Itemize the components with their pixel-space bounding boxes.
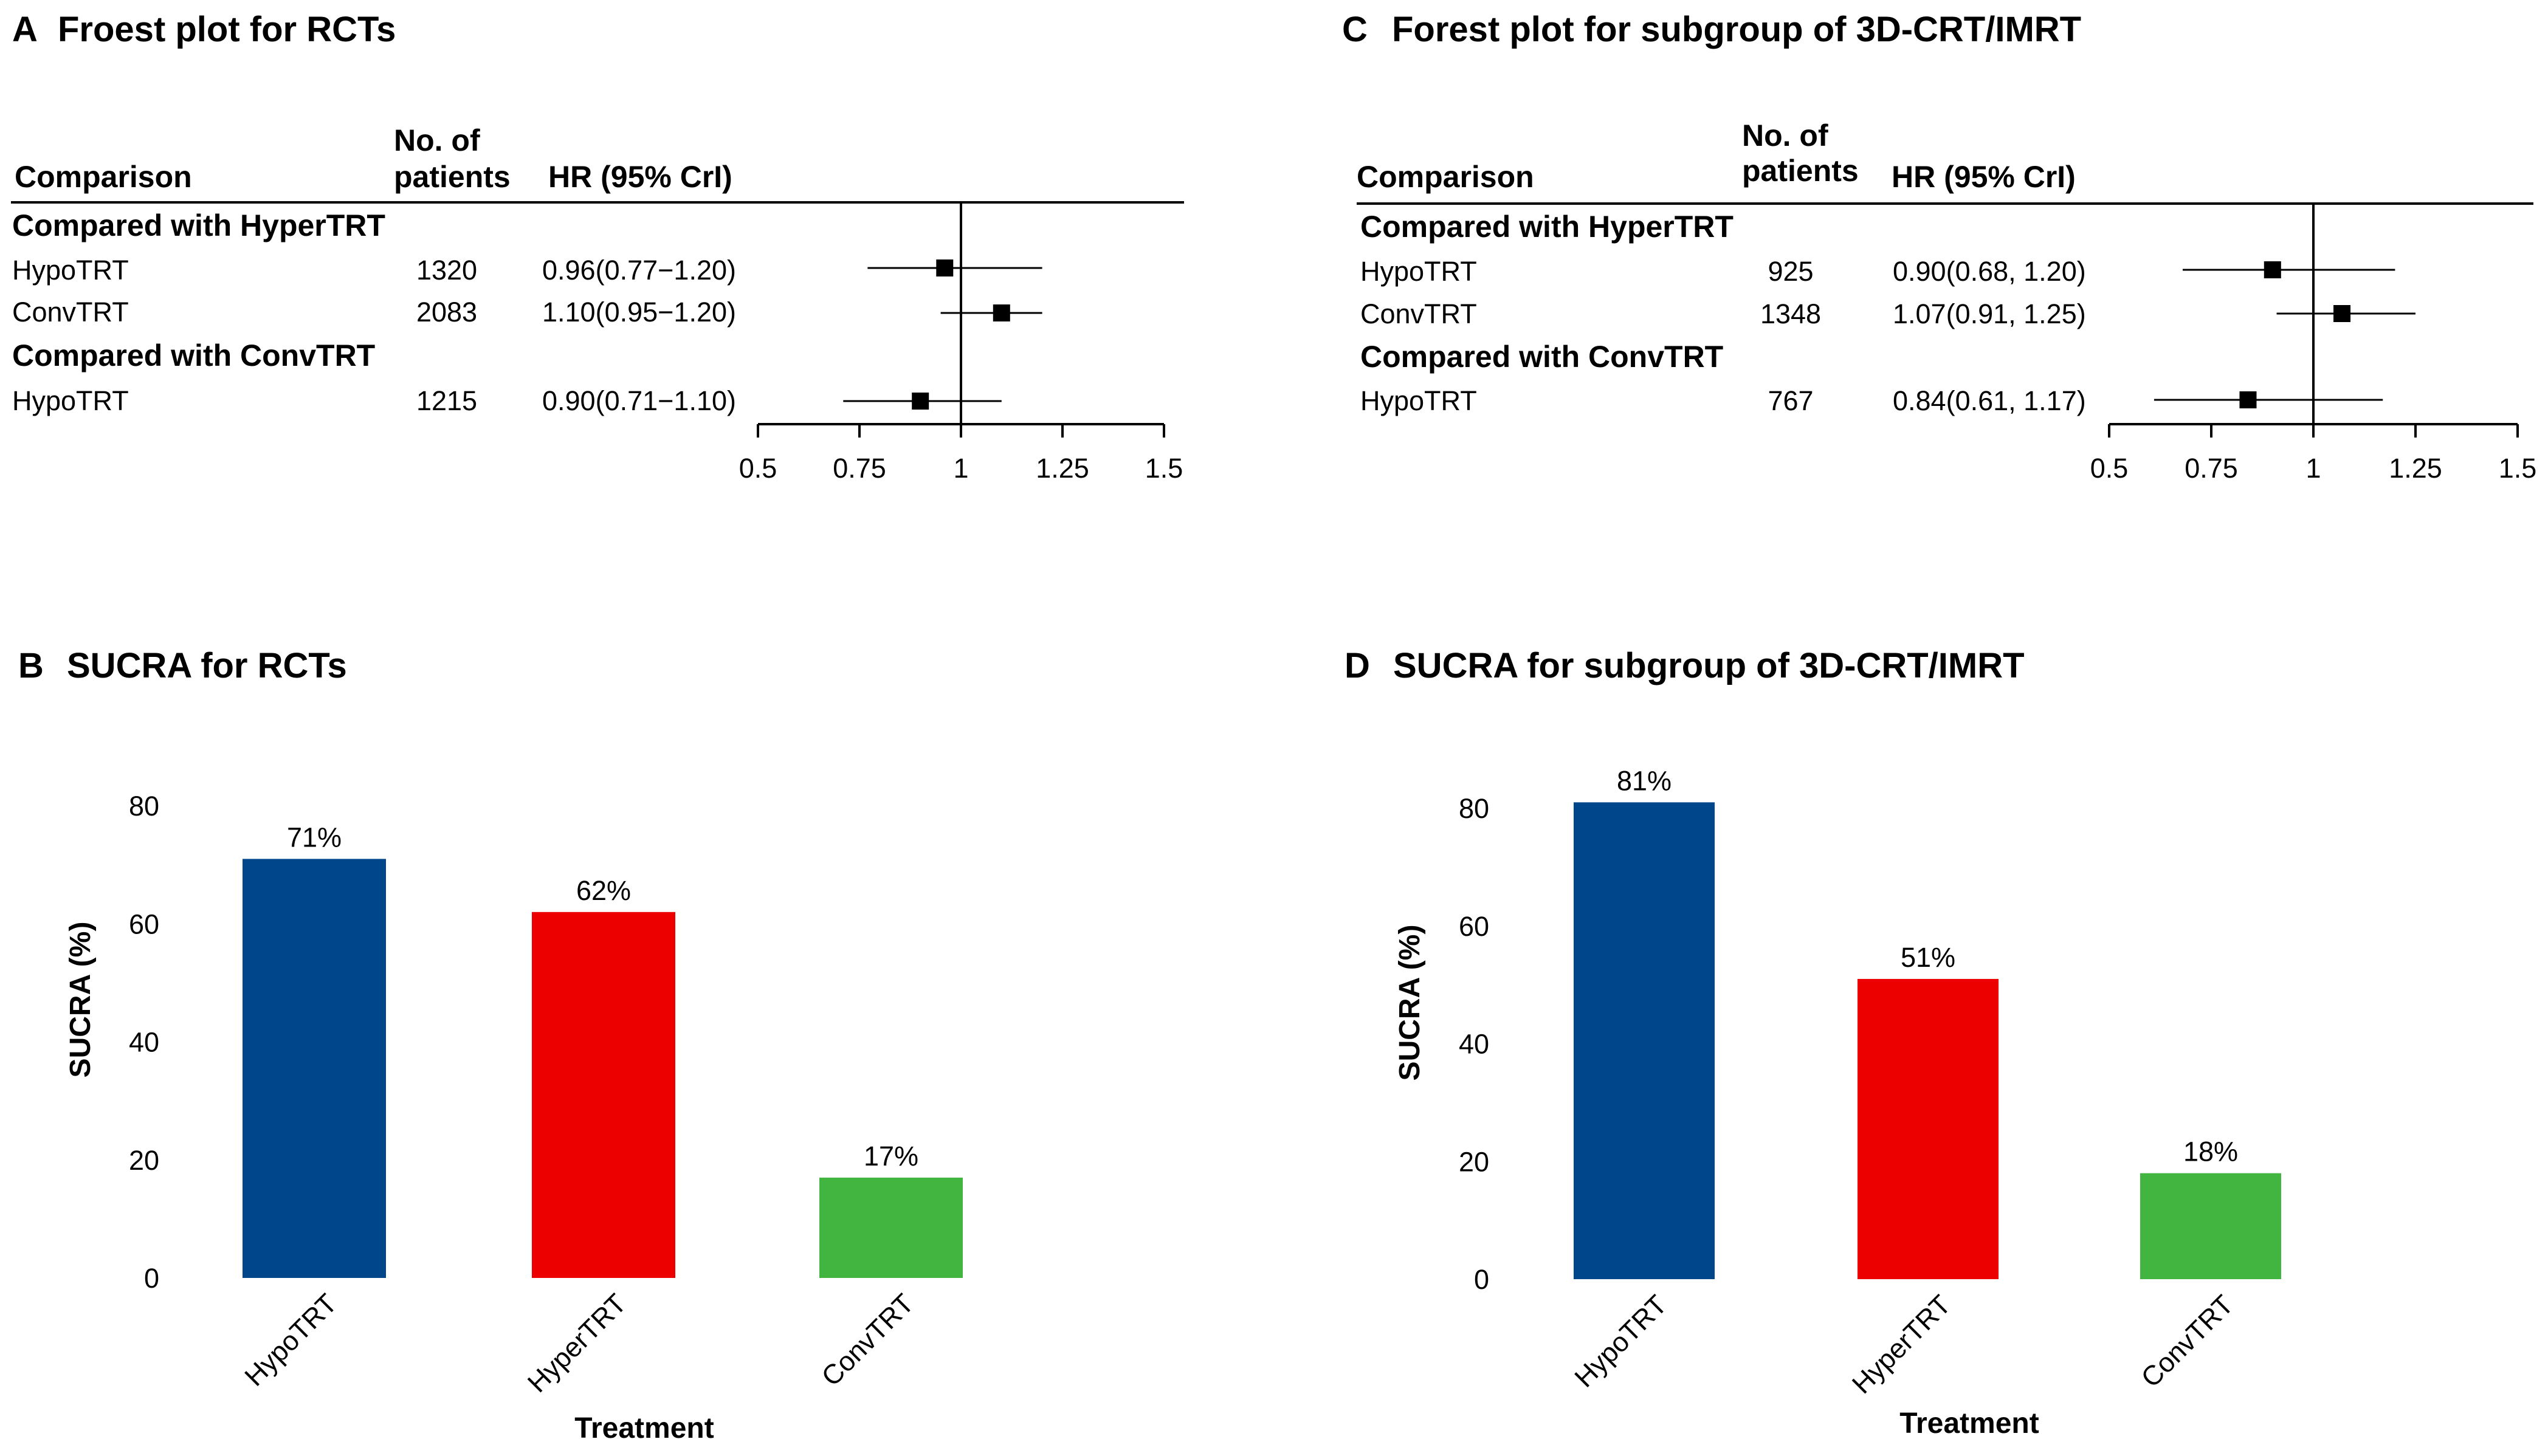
panel-d-y-tick-label: 60: [1459, 911, 1489, 942]
panel-c-row-3-patients: 767: [1768, 385, 1813, 416]
panel-a-header-hr: HR (95% CrI): [548, 160, 732, 194]
panel-a-row-2-name: ConvTRT: [12, 297, 129, 328]
panel-c-row-3-name: HypoTRT: [1360, 385, 1477, 416]
panel-b-x-tick-label: HyperTRT: [522, 1288, 632, 1398]
panel-c-x-tick-label: 1.25: [2389, 453, 2442, 484]
panel-a-header-patients-2: patients: [394, 160, 511, 194]
panel-d-x-axis-label: Treatment: [1899, 1407, 2039, 1440]
panel-d-x-tick-label: HypoTRT: [1568, 1289, 1673, 1393]
panel-a-row-3-hr: 0.90(0.71−1.10): [542, 385, 736, 416]
panel-a-letter: A: [12, 10, 38, 49]
panel-b-bar-convtrt: [819, 1177, 963, 1278]
panel-a-row-1-name: HypoTRT: [12, 255, 129, 286]
panel-d-y-tick-label: 20: [1459, 1146, 1489, 1177]
panel-d-title: SUCRA for subgroup of 3D-CRT/IMRT: [1393, 646, 2025, 685]
panel-d: D SUCRA for subgroup of 3D-CRT/IMRT SUCR…: [1345, 646, 2281, 1440]
panel-c-row-3-hr: 0.84(0.61, 1.17): [1893, 385, 2086, 416]
panel-d-letter: D: [1345, 646, 1370, 685]
panel-a-header-patients-1: No. of: [394, 123, 480, 157]
panel-b-y-axis-label: SUCRA (%): [64, 922, 97, 1078]
panel-d-y-tick-label: 40: [1459, 1029, 1489, 1060]
panel-b-x-axis-label: Treatment: [574, 1412, 714, 1444]
panel-a-forest-plot: 0.5 0.75 1 1.25 1.5: [739, 202, 1183, 484]
panel-a-x-tick-label: 0.5: [739, 453, 777, 484]
panel-b-title: SUCRA for RCTs: [67, 646, 347, 685]
panel-c-header-comparison: Comparison: [1357, 160, 1534, 194]
panel-a-group-2: Compared with ConvTRT: [12, 338, 375, 373]
panel-a-header-comparison: Comparison: [15, 160, 192, 194]
panel-a-x-tick-label: 1.5: [1145, 453, 1183, 484]
panel-b-y-tick-label: 40: [129, 1027, 159, 1058]
panel-c-x-tick-label: 0.5: [2090, 453, 2129, 484]
panel-d-bar-value-label: 18%: [2183, 1136, 2238, 1167]
panel-b-bar-value-label: 62%: [576, 875, 631, 906]
panel-b-letter: B: [18, 646, 44, 685]
panel-c-title: Forest plot for subgroup of 3D-CRT/IMRT: [1392, 10, 2081, 49]
panel-c-row-2-hr: 1.07(0.91, 1.25): [1893, 298, 2086, 329]
panel-c-header-patients-2: patients: [1742, 154, 1859, 188]
panel-b-y-tick-label: 80: [129, 791, 159, 822]
panel-a-x-tick-label: 1.25: [1036, 453, 1089, 484]
panel-b-y-tick-label: 20: [129, 1145, 159, 1176]
panel-c-forest-plot: 0.5 0.75 1 1.25 1.5: [2090, 204, 2537, 484]
panel-a-row-2-patients: 2083: [416, 297, 477, 328]
panel-c-x-tick-label: 1: [2305, 453, 2321, 484]
panel-a-hr-point: [912, 393, 929, 410]
panel-c-row-1-patients: 925: [1768, 256, 1813, 287]
panel-c: C Forest plot for subgroup of 3D-CRT/IMR…: [1342, 10, 2536, 484]
panel-c-letter: C: [1342, 10, 1368, 49]
panel-d-x-tick-label: HyperTRT: [1846, 1289, 1957, 1399]
panel-c-row-1-hr: 0.90(0.68, 1.20): [1893, 256, 2086, 287]
panel-a-hr-point: [993, 304, 1010, 321]
panel-c-header-hr: HR (95% CrI): [1892, 160, 2076, 194]
panel-d-bar-chart: 0 20 40 60 80 81% HypoTRT 51% HyperTRT 18% ConvTRT: [1459, 765, 2281, 1399]
panel-b-x-tick-label: ConvTRT: [815, 1288, 920, 1392]
panel-b-bar-hypertrt: [532, 912, 675, 1278]
panel-a-x-tick-label: 1: [953, 453, 968, 484]
panel-c-row-2-patients: 1348: [1760, 298, 1821, 329]
panel-d-x-tick-label: ConvTRT: [2135, 1289, 2239, 1393]
panel-c-row-1-name: HypoTRT: [1360, 256, 1477, 287]
panel-d-bar-value-label: 81%: [1617, 765, 1672, 796]
panel-c-group-1: Compared with HyperTRT: [1360, 210, 1734, 244]
panel-b-bar-value-label: 71%: [287, 822, 342, 853]
panel-a-title: Froest plot for RCTs: [58, 10, 396, 49]
panel-c-hr-point: [2264, 261, 2281, 278]
panel-a-hr-point: [936, 259, 954, 276]
panel-d-y-axis-label: SUCRA (%): [1394, 925, 1426, 1081]
panel-c-header-patients-1: No. of: [1742, 118, 1828, 153]
panel-a-row-3-name: HypoTRT: [12, 385, 129, 416]
panel-c-x-tick-label: 1.5: [2499, 453, 2537, 484]
panel-a-row-2-hr: 1.10(0.95−1.20): [542, 297, 736, 328]
panel-b-y-tick-label: 0: [144, 1263, 159, 1294]
panel-a-row-3-patients: 1215: [416, 385, 477, 416]
panel-b-x-tick-label: HypoTRT: [238, 1288, 343, 1392]
panel-a-group-1: Compared with HyperTRT: [12, 208, 385, 242]
panel-d-bar-hypotrt: [1574, 802, 1715, 1279]
panel-d-y-tick-label: 80: [1459, 793, 1489, 824]
panel-b-bar-hypotrt: [243, 859, 386, 1278]
panel-c-row-2-name: ConvTRT: [1360, 298, 1477, 329]
panel-d-bar-hypertrt: [1858, 978, 1999, 1279]
panel-c-hr-point: [2239, 391, 2257, 408]
panel-c-x-tick-label: 0.75: [2185, 453, 2238, 484]
panel-b-bar-chart: 0 20 40 60 80 71% HypoTRT 62% HyperTRT 17% ConvTRT: [129, 791, 963, 1398]
panel-a-row-1-hr: 0.96(0.77−1.20): [542, 255, 736, 286]
panel-b: B SUCRA for RCTs SUCRA (%) Treatment 0 20…: [18, 646, 963, 1444]
panel-d-y-tick-label: 0: [1474, 1264, 1489, 1295]
panel-c-hr-point: [2333, 305, 2351, 322]
panel-a-x-tick-label: 0.75: [833, 453, 886, 484]
panel-d-bar-value-label: 51%: [1901, 942, 1955, 973]
panel-b-y-tick-label: 60: [129, 908, 159, 939]
panel-b-bar-value-label: 17%: [864, 1141, 918, 1172]
panel-a-row-1-patients: 1320: [416, 255, 477, 286]
panel-a: A Froest plot for RCTs Comparison No. of…: [11, 10, 1184, 484]
panel-c-group-2: Compared with ConvTRT: [1360, 340, 1723, 374]
panel-d-bar-convtrt: [2140, 1173, 2281, 1279]
